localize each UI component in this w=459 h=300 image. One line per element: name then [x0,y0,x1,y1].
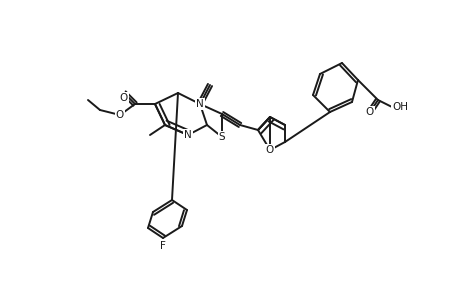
Text: O: O [365,107,373,117]
Text: N: N [196,99,203,109]
Text: S: S [218,132,225,142]
Text: O: O [116,110,124,120]
Text: F: F [160,241,166,251]
Text: OH: OH [391,102,407,112]
Text: O: O [265,145,274,155]
Text: N: N [184,130,191,140]
Text: O: O [120,93,128,103]
